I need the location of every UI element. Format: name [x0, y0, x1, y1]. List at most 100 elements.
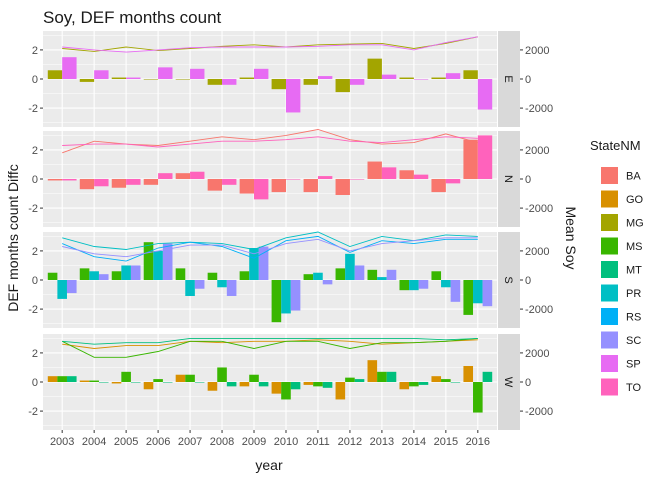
y2-tick-label: -2000 — [525, 203, 553, 215]
y-tick-label: 0 — [32, 275, 38, 287]
bar-mt-2012 — [354, 379, 365, 382]
bar-sc-2016 — [482, 280, 493, 307]
bar-go-2006 — [143, 382, 154, 390]
bar-go-2010 — [271, 382, 282, 394]
y2-tick-label: -2000 — [525, 406, 553, 418]
y2-tick-label: 0 — [525, 74, 531, 86]
bar-sp-2013 — [381, 74, 397, 79]
bar-mt-2014 — [418, 382, 429, 385]
bar-mg-2013 — [367, 58, 382, 79]
bar-ms-2009 — [239, 271, 250, 280]
x-tick-label: 2007 — [178, 436, 202, 448]
bar-mg-2014 — [399, 77, 414, 79]
legend-key-pr — [601, 284, 618, 302]
line-mg — [62, 36, 478, 52]
bar-sp-2012 — [349, 79, 365, 85]
bar-sp-2010 — [285, 79, 301, 113]
bar-mt-2004 — [98, 382, 109, 383]
y2-tick-label: -2000 — [525, 103, 553, 115]
bar-ba-2014 — [399, 170, 414, 179]
legend-key-mt — [601, 261, 618, 278]
bar-sp-2011 — [317, 76, 333, 79]
bar-pr-2005 — [121, 265, 131, 280]
bar-ba-2010 — [271, 179, 286, 193]
facet-strip — [498, 131, 520, 227]
bar-ms-2010 — [281, 382, 291, 400]
bar-ba-2016 — [463, 139, 478, 179]
bar-pr-2003 — [57, 280, 67, 299]
bar-sc-2005 — [130, 265, 141, 280]
bar-mt-2006 — [162, 382, 173, 383]
legend-label-go: GO — [626, 194, 644, 206]
bar-ms-2011 — [313, 382, 323, 387]
y-tick-label: 0 — [32, 174, 38, 186]
bar-ba-2006 — [143, 179, 159, 185]
bar-ms-2014 — [399, 280, 410, 291]
legend-key-ba — [601, 167, 618, 184]
bar-mt-2005 — [130, 382, 141, 383]
bar-pr-2004 — [89, 271, 99, 280]
y-tick-label: -2 — [28, 406, 38, 418]
bar-mt-2008 — [226, 382, 237, 387]
bar-ba-2015 — [431, 179, 446, 193]
bar-sc-2010 — [290, 280, 301, 311]
bar-to-2015 — [445, 179, 461, 184]
bar-go-2007 — [175, 374, 186, 382]
facet-panels: -202E-200002000-202N-200002000-202S-2000… — [28, 31, 553, 430]
legend-key-go — [601, 190, 618, 208]
bar-ba-2003 — [47, 179, 63, 181]
bar-ms-2008 — [207, 272, 218, 280]
legend-key-mg — [601, 214, 618, 231]
bar-pr-2010 — [281, 280, 291, 314]
bar-ms-2010 — [271, 280, 282, 323]
legend-label-sp: SP — [626, 359, 641, 371]
line-to — [62, 136, 478, 148]
bar-ba-2011 — [303, 179, 318, 193]
bar-to-2005 — [126, 179, 141, 185]
bar-mg-2015 — [431, 77, 446, 79]
line-rs — [62, 235, 478, 262]
bar-pr-2009 — [249, 248, 259, 280]
bar-mt-2007 — [194, 382, 205, 383]
bar-mt-2009 — [258, 382, 269, 387]
legend: StateNM BA GO MG MS MT PR RS SC SP TO — [590, 138, 644, 396]
bar-ms-2003 — [57, 376, 67, 382]
bar-ba-2007 — [175, 173, 191, 179]
bar-go-2015 — [431, 376, 442, 382]
panel-W: -2 0 2 W -2000 0 2000 — [28, 334, 553, 430]
facet-strip — [498, 232, 520, 328]
x-axis-title: year — [255, 457, 283, 473]
bar-go-2011 — [303, 382, 314, 385]
bar-ba-2009 — [239, 179, 255, 194]
bar-mg-2010 — [271, 79, 286, 90]
bar-pr-2006 — [153, 250, 163, 280]
bar-ms-2016 — [463, 280, 474, 315]
bar-ba-2012 — [335, 179, 350, 195]
y-tick-label: 2 — [32, 45, 38, 57]
legend-label-sc: SC — [626, 335, 641, 347]
y2-tick-label: 0 — [525, 377, 531, 389]
bar-ba-2008 — [207, 179, 223, 191]
bar-to-2011 — [317, 176, 333, 179]
bar-ms-2012 — [345, 377, 355, 382]
bar-mt-2015 — [450, 382, 461, 383]
y2-tick-label: 2000 — [525, 145, 549, 157]
bar-sc-2009 — [258, 246, 269, 280]
legend-key-sc — [601, 331, 618, 349]
bar-sc-2015 — [450, 280, 461, 302]
bar-to-2008 — [222, 179, 237, 185]
legend-key-rs — [601, 308, 618, 325]
secondary-y-axis-title: Mean Soy — [563, 206, 579, 269]
y-tick-label: 2 — [32, 246, 38, 258]
bar-ms-2013 — [367, 269, 378, 280]
bar-pr-2012 — [345, 253, 355, 280]
bar-ba-2004 — [79, 179, 95, 190]
x-tick-label: 2015 — [434, 436, 458, 448]
legend-key-ms — [601, 237, 618, 255]
bar-go-2009 — [239, 382, 250, 387]
bar-to-2010 — [285, 179, 301, 180]
x-tick-label: 2013 — [370, 436, 394, 448]
bar-mg-2006 — [143, 79, 159, 80]
y-tick-label: 0 — [32, 377, 38, 389]
